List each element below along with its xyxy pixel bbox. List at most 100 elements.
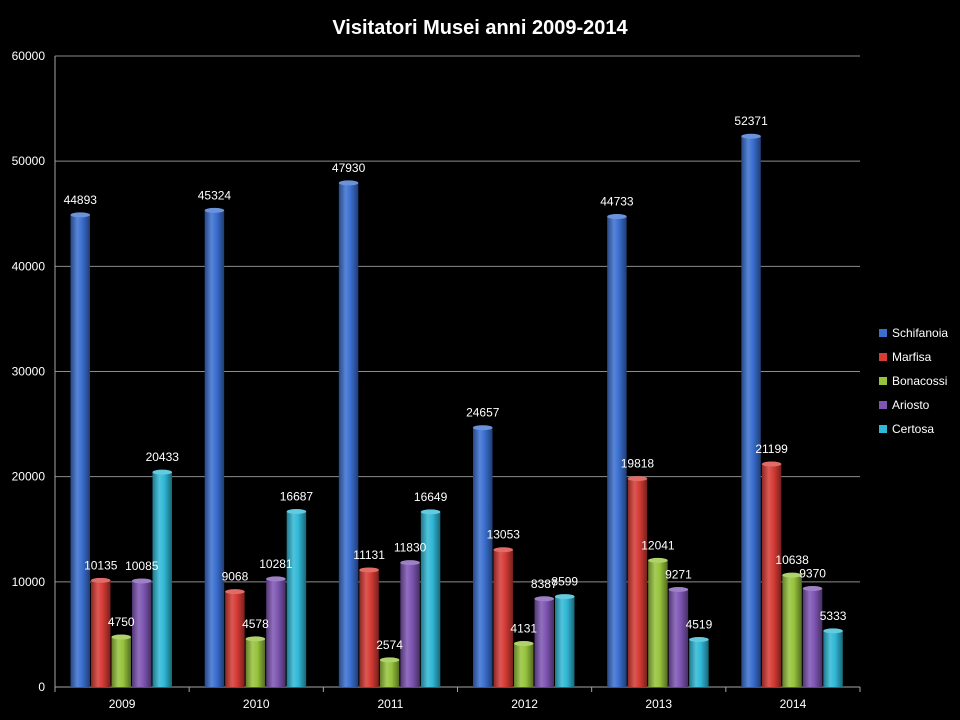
bar-body [555,596,575,687]
bar [534,596,554,687]
bar-body [823,630,843,687]
legend-swatch [879,401,887,409]
legend-item: Certosa [879,422,934,436]
bar-top [132,578,152,584]
data-label: 45324 [198,188,232,202]
data-label: 12041 [641,538,675,552]
bar-top [627,476,648,482]
bar-body [534,598,554,687]
data-label: 21199 [755,442,788,456]
bar-top [555,594,575,600]
data-label: 52371 [734,114,768,128]
gridlines [55,55,860,583]
legend-label: Ariosto [892,398,930,412]
bar-body [607,216,627,687]
data-label: 8387 [531,577,558,591]
bar [782,572,802,687]
bar-top [420,509,441,515]
bar [359,567,379,687]
bar [379,657,400,687]
bar [111,634,131,687]
bar [266,576,286,687]
legend-label: Bonacossi [892,374,947,388]
data-label: 10135 [84,558,118,572]
bar-top [493,547,513,553]
bar-top [286,509,307,515]
x-tick-label: 2010 [243,697,270,711]
data-labels: 44893 10135 4750 10085 20433 45324 9068 4578 102… [64,114,847,652]
data-label: 9370 [799,566,826,580]
bar-body [245,638,266,687]
bar [225,589,245,687]
bar-top [152,469,172,475]
bar-body [741,136,761,688]
bar [70,212,90,687]
y-tick-label: 0 [38,680,45,694]
bar-top [761,461,782,467]
legend-item: Ariosto [879,398,930,412]
bar-body [91,580,111,687]
bar [607,214,627,687]
x-tick-label: 2013 [645,697,672,711]
bar-body [204,210,225,688]
data-label: 24657 [466,406,500,420]
bar-top [204,207,225,213]
bar [761,461,782,687]
bar-body [70,214,90,687]
data-label: 16687 [280,490,314,504]
x-tick-label: 2011 [378,697,404,711]
bar [741,133,761,688]
bar-top [668,587,689,592]
bar-top [400,560,420,566]
bar [668,587,689,687]
legend-item: Schifanoia [879,326,948,340]
bar [802,585,823,687]
bar-body [782,575,802,687]
data-label: 8599 [551,575,578,589]
bar [152,469,172,687]
bar [689,636,709,687]
bar-body [152,472,172,687]
data-label: 11131 [353,548,385,562]
legend-swatch [879,353,887,361]
data-label: 9068 [222,570,249,584]
bars [70,133,843,688]
bar-top [802,585,823,591]
bar-top [266,576,286,582]
data-label: 16649 [414,490,448,504]
bar-top [607,214,627,220]
bar-top [648,557,668,563]
y-tick-label: 40000 [12,259,46,273]
data-label: 19818 [621,457,655,471]
y-tick-label: 30000 [12,365,46,379]
bar-body [802,588,823,687]
x-tick-label: 2009 [109,697,136,711]
legend-swatch [879,425,887,433]
bar [204,207,225,688]
bar-top [111,634,131,640]
data-label: 20433 [146,450,180,464]
data-label: 10281 [259,557,293,571]
data-label: 13053 [487,528,521,542]
bar [648,557,668,687]
legend-item: Bonacossi [879,374,947,388]
data-label: 4131 [510,622,537,636]
bar [245,636,266,687]
bar [555,594,575,687]
bar-body [286,511,307,687]
legend-swatch [879,329,887,337]
bar-body [266,578,286,687]
bar [473,425,493,687]
bar-body [420,511,441,687]
bar [400,560,420,687]
bar-body [379,659,400,687]
bar [286,509,307,687]
bar-top [379,657,400,663]
bar-top [245,636,266,642]
y-tick-label: 20000 [12,470,46,484]
legend-label: Certosa [892,422,934,436]
data-label: 47930 [332,161,366,175]
bar-top [359,567,379,573]
legend-label: Marfisa [892,350,932,364]
